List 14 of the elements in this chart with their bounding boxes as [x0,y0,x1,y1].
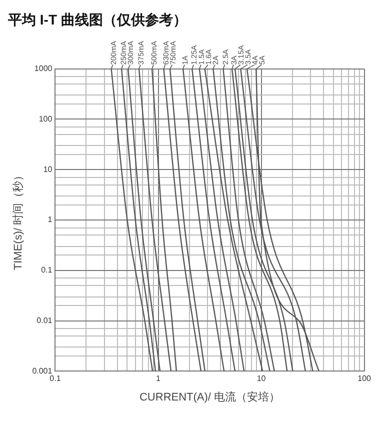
y-tick-label: 0.01 [36,316,53,326]
y-axis-title: TIME(s)/ 时间（秒） [12,170,25,270]
y-tick-label: 1000 [34,64,53,74]
x-tick-label: 100 [358,374,372,384]
y-tick-label: 0.001 [32,366,53,376]
y-tick-label: 1 [48,215,53,224]
chart-title: 平均 I-T 曲线图（仅供参考） [7,11,187,28]
y-tick-label: 100 [38,114,53,124]
x-tick-label: 10 [256,374,266,384]
x-tick-label: 1 [156,374,162,384]
y-tick-label: 0.1 [41,266,53,275]
x-tick-label: 0.1 [50,374,62,384]
y-tick-label: 10 [43,164,53,174]
x-axis-title: CURRENT(A)/ 电流（安培） [139,390,280,404]
